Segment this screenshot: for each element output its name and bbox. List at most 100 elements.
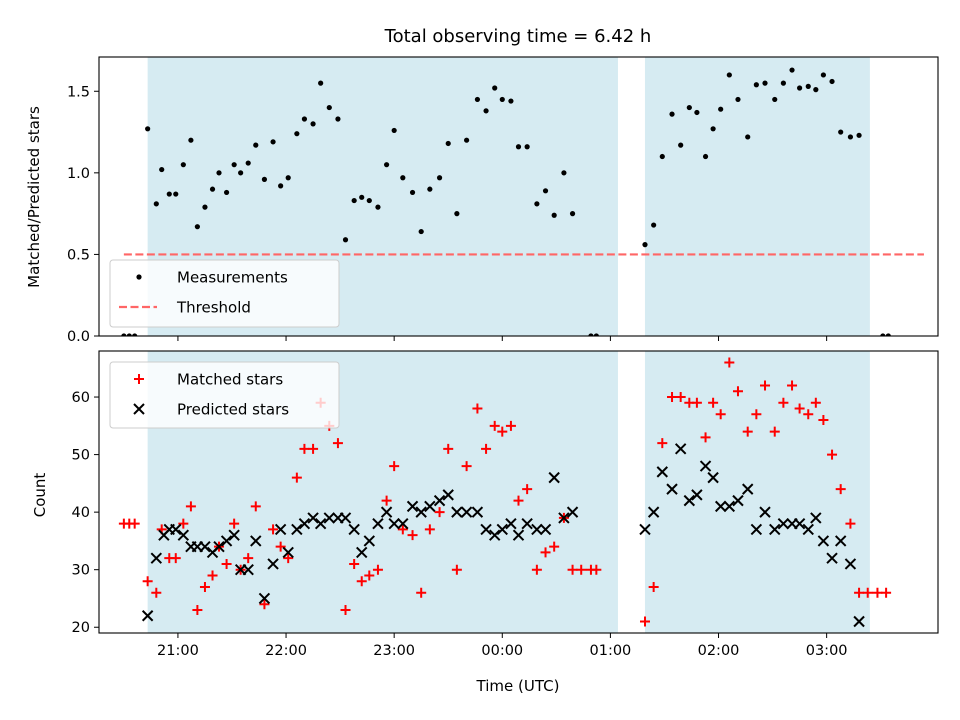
predicted-stars-point (433, 494, 446, 507)
matched-stars-point (229, 518, 240, 529)
legend-label: Matched stars (177, 371, 283, 389)
matched-stars-point (700, 432, 711, 443)
measurement-point (245, 160, 251, 166)
measurement-point (209, 186, 216, 192)
matched-stars-point (250, 501, 261, 512)
legend: Matched stars Predicted stars (109, 361, 340, 429)
matched-stars-point (862, 587, 873, 598)
predicted-stars-point (691, 489, 703, 501)
legend-label: Measurements (177, 269, 288, 287)
matched-stars-point (489, 420, 500, 431)
x-tick-label: 01:00 (590, 643, 632, 659)
measurement-point (173, 191, 179, 197)
bottom-plot-panel: 20 30 40 50 60 21:00 22:00 23:00 00:00 01:00 02:00… (72, 350, 939, 659)
measurement-point (335, 116, 341, 122)
matched-stars-point (199, 581, 210, 592)
measurement-point (593, 333, 599, 336)
measurement-point (436, 175, 443, 181)
measurement-point (702, 153, 709, 160)
measurement-point (278, 183, 284, 189)
matched-stars-point (185, 501, 196, 512)
predicted-stars-point (199, 540, 211, 553)
x-tick-label: 21:00 (157, 643, 199, 659)
measurement-point (726, 72, 732, 78)
predicted-stars-point (521, 517, 533, 530)
measurement-point (261, 176, 268, 182)
predicted-stars-point (817, 535, 830, 547)
predicted-stars-point (424, 500, 436, 513)
matched-stars-point (192, 604, 203, 615)
legend-box (109, 361, 340, 429)
measurement-point (499, 96, 505, 103)
predicted-stars-point (750, 523, 763, 536)
measurement-point (885, 333, 891, 336)
matched-stars-point (732, 386, 743, 397)
predicted-stars-point (282, 546, 294, 559)
measurement-point (223, 189, 230, 196)
plot-frame (98, 350, 939, 634)
predicted-stars-point (442, 489, 454, 501)
matched-stars-point (283, 553, 294, 564)
measurement-point (829, 78, 835, 85)
matched-stars-point (372, 564, 383, 575)
measurement-point (180, 162, 186, 168)
matched-stars-point (275, 541, 286, 552)
predicted-stars-point (539, 523, 552, 536)
matched-stars-point (259, 599, 270, 610)
measurement-point (301, 116, 308, 122)
x-tick-label: 22:00 (265, 643, 307, 659)
predicted-stars-point (707, 471, 719, 484)
predicted-stars-point (267, 558, 279, 570)
predicted-stars-point (228, 529, 240, 541)
matched-stars-point (708, 397, 719, 408)
predicted-stars-point (323, 512, 336, 524)
x-tick-label: 02:00 (698, 643, 740, 659)
data-points (121, 67, 891, 336)
measurement-point (400, 175, 406, 181)
measurement-point (153, 201, 159, 207)
matched-stars-point (340, 604, 351, 615)
legend-x-icon (133, 403, 145, 415)
measurement-point (253, 142, 259, 148)
predicted-stars-point (844, 558, 857, 570)
measurement-point (813, 87, 819, 93)
y-tick-label: 40 (72, 505, 90, 521)
predicted-stars-point (213, 540, 225, 553)
matched-stars-point (872, 587, 883, 598)
matched-stars-point (522, 484, 533, 495)
matched-stars-point (299, 443, 310, 454)
measurement-point (745, 134, 751, 140)
matched-stars-point (461, 461, 472, 472)
predicted-stars-point (714, 500, 727, 513)
matched-stars-point (243, 553, 254, 564)
measurement-point (409, 189, 416, 196)
measurement-point (310, 121, 316, 127)
x-tick-label: 00:00 (481, 643, 523, 659)
matched-stars-point (451, 564, 462, 575)
matched-stars-point (742, 426, 753, 437)
predicted-stars-point (759, 506, 771, 518)
measurement-point (145, 126, 151, 132)
measurement-point (121, 333, 127, 336)
measurement-point (669, 111, 675, 117)
matched-stars-point (170, 553, 181, 564)
matched-stars-point (308, 443, 319, 454)
measurement-point (351, 197, 357, 204)
measurement-point (551, 212, 557, 218)
matched-stars-point (207, 570, 218, 581)
matched-stars-point (648, 581, 659, 592)
predicted-stars-point (291, 523, 303, 536)
measurement-point (216, 170, 222, 176)
predicted-stars-point (480, 523, 492, 536)
predicted-stars-point (220, 535, 233, 547)
measurement-point (735, 96, 741, 103)
measurement-point (772, 96, 778, 103)
predicted-stars-point (512, 529, 525, 541)
matched-stars-point (381, 495, 392, 506)
matched-stars-point (881, 587, 892, 598)
matched-stars-point (818, 415, 829, 426)
observing-window-2 (644, 351, 870, 633)
predicted-stars-point (170, 523, 182, 536)
measurement-point (588, 333, 594, 336)
predicted-stars-point (258, 592, 271, 605)
